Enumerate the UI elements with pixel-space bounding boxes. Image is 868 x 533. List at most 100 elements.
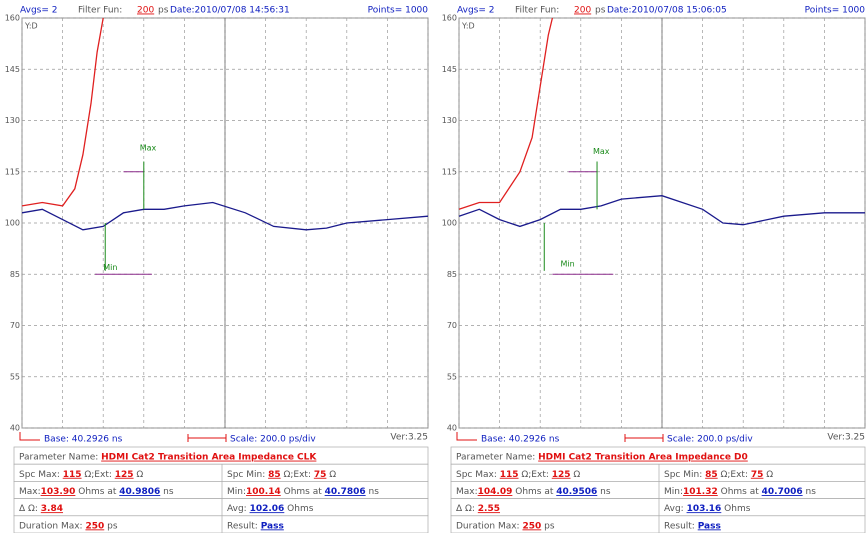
cell-text: 85: [705, 469, 718, 479]
cell-text: Avg:: [664, 504, 687, 514]
table-row: [450, 498, 866, 517]
cell-text: Duration Max:: [19, 521, 85, 531]
avgs: Avgs= 2: [457, 6, 495, 16]
cell-text: Pass: [698, 521, 721, 531]
y-tick-label: 70: [447, 321, 457, 330]
cell-text: ns: [803, 487, 817, 497]
table-cell: Result: Pass: [227, 521, 284, 531]
base-bracket: [19, 432, 40, 441]
corner-label: Y:D: [461, 22, 475, 31]
table-cell: Result: Pass: [664, 521, 721, 531]
y-tick-label: 130: [442, 116, 457, 125]
y-tick-label: 145: [442, 65, 457, 74]
scale: Scale: 200.0 ps/div: [667, 435, 753, 445]
y-tick-label: 145: [5, 65, 20, 74]
table-cell: Min:101.32 Ohms at 40.7006 ns: [664, 487, 816, 497]
cell-text: 101.32: [683, 487, 718, 497]
cell-text: Ω;Ext:: [281, 469, 314, 479]
cell-text: 115: [63, 469, 82, 479]
cell-text: 40.9806: [119, 487, 160, 497]
min-label: Min: [103, 263, 117, 272]
cell-text: 40.7806: [325, 487, 366, 497]
filter-unit: ps: [158, 6, 169, 16]
cell-text: Result:: [664, 521, 698, 531]
table-cell: Spc Min: 85 Ω;Ext: 75 Ω: [664, 469, 773, 479]
filter-value: 200: [574, 6, 591, 16]
cell-text: Spc Min:: [227, 469, 268, 479]
max-label: Max: [593, 147, 610, 156]
y-tick-label: 115: [442, 167, 457, 176]
table-cell: Max:103.90 Ohms at 40.9806 ns: [19, 487, 174, 497]
cell-text: Result:: [227, 521, 261, 531]
cell-text: 75: [314, 469, 327, 479]
cell-text: Ohms at: [281, 487, 325, 497]
cell-text: HDMI Cat2 Transition Area Impedance D0: [538, 452, 748, 462]
cell-text: ns: [597, 487, 611, 497]
cell-text: ns: [366, 487, 380, 497]
y-tick-label: 55: [447, 372, 457, 381]
y-tick-label: 130: [5, 116, 20, 125]
cell-text: Δ Ω:: [19, 504, 41, 514]
cell-text: Avg:: [227, 504, 250, 514]
cell-text: 102.06: [250, 504, 285, 514]
cell-text: 104.09: [478, 487, 513, 497]
date: Date:2010/07/08 15:06:05: [607, 6, 727, 16]
cell-text: 250: [85, 521, 104, 531]
cell-text: 2.55: [478, 504, 500, 514]
table-cell: Min:100.14 Ohms at 40.7806 ns: [227, 487, 379, 497]
cell-text: Parameter Name:: [19, 452, 101, 462]
cell-text: Max:: [456, 487, 478, 497]
cell-text: 40.7006: [762, 487, 803, 497]
filter-label: Filter Fun:: [515, 6, 559, 16]
y-tick-label: 85: [10, 270, 20, 279]
cell-text: 125: [115, 469, 134, 479]
blue-trace: [21, 201, 429, 231]
y-tick-label: 70: [10, 321, 20, 330]
cell-text: 115: [500, 469, 519, 479]
table-cell: Avg: 102.06 Ohms: [227, 504, 314, 514]
table-cell: Duration Max: 250 ps: [456, 521, 555, 531]
table-cell: Parameter Name: HDMI Cat2 Transition Are…: [19, 452, 317, 462]
y-tick-label: 100: [442, 219, 457, 228]
cell-text: Ω: [571, 469, 581, 479]
filter-value: 200: [137, 6, 154, 16]
cell-text: Ω: [326, 469, 336, 479]
cell-text: Spc Max:: [456, 469, 500, 479]
table-cell: Duration Max: 250 ps: [19, 521, 118, 531]
cell-text: Min:: [664, 487, 683, 497]
avgs: Avgs= 2: [20, 6, 58, 16]
cell-text: Ω: [763, 469, 773, 479]
version: Ver:3.25: [390, 433, 428, 443]
min-label: Min: [561, 260, 575, 269]
scale-bracket: [187, 434, 227, 442]
cell-text: 103.90: [41, 487, 76, 497]
y-tick-label: 40: [10, 424, 20, 433]
cell-text: ps: [104, 521, 118, 531]
cell-text: ps: [541, 521, 555, 531]
cell-text: 3.84: [41, 504, 63, 514]
max-label: Max: [140, 143, 157, 152]
filter-label: Filter Fun:: [78, 6, 122, 16]
cell-text: Pass: [261, 521, 284, 531]
table-cell: Spc Max: 115 Ω;Ext: 125 Ω: [19, 469, 143, 479]
table-cell: Spc Min: 85 Ω;Ext: 75 Ω: [227, 469, 336, 479]
cell-text: Duration Max:: [456, 521, 522, 531]
table-cell: Parameter Name: HDMI Cat2 Transition Are…: [456, 452, 748, 462]
table-row: [13, 498, 429, 517]
y-tick-label: 55: [10, 372, 20, 381]
red-trace: [21, 17, 104, 207]
points: Points= 1000: [368, 6, 429, 16]
y-tick-label: 40: [447, 424, 457, 433]
base: Base: 40.2926 ns: [481, 435, 560, 445]
table-cell: Δ Ω: 2.55: [456, 504, 500, 514]
cell-text: 250: [522, 521, 541, 531]
cell-text: Min:: [227, 487, 246, 497]
table-cell: Max:104.09 Ohms at 40.9506 ns: [456, 487, 611, 497]
corner-label: Y:D: [24, 22, 38, 31]
cell-text: ns: [160, 487, 174, 497]
cell-text: HDMI Cat2 Transition Area Impedance CLK: [101, 452, 317, 462]
cell-text: 100.14: [246, 487, 281, 497]
cell-text: 75: [751, 469, 764, 479]
cell-text: Parameter Name:: [456, 452, 538, 462]
